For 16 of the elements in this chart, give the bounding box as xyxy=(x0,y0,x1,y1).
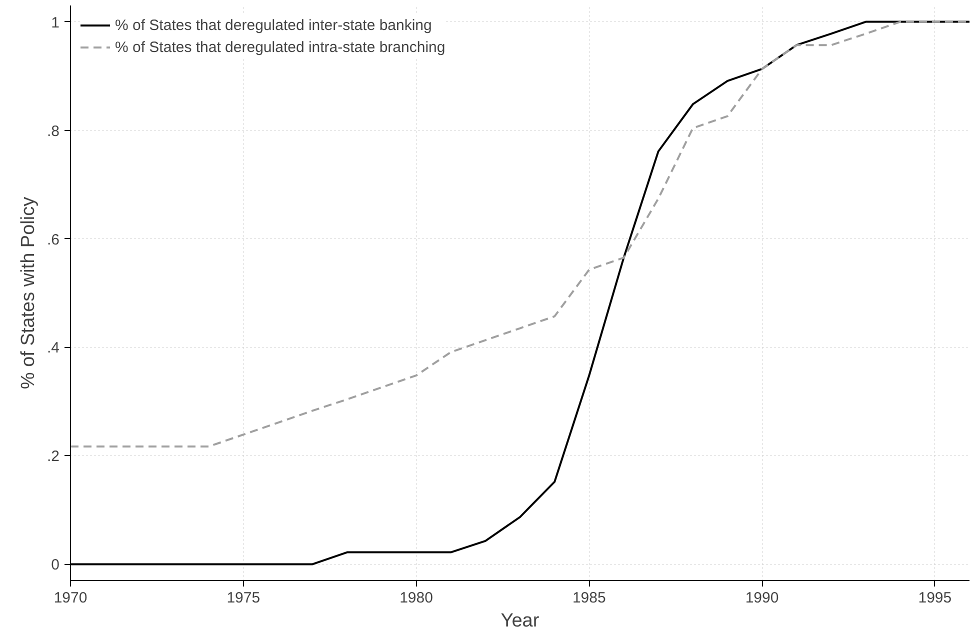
y-tick-label: 0 xyxy=(51,556,60,574)
y-axis-title: % of States with Policy xyxy=(18,196,39,390)
y-tick-label: .2 xyxy=(46,448,60,466)
y-tick-label: .6 xyxy=(46,231,60,248)
y-tick-label: 1 xyxy=(51,14,60,32)
legend-label: % of States that deregulated intra-state branching xyxy=(115,38,446,56)
x-tick-label: 1995 xyxy=(918,590,952,606)
x-tick-label: 1980 xyxy=(400,590,433,606)
legend-label: % of States that deregulated inter-state banking xyxy=(115,16,432,34)
x-tick-label: 1975 xyxy=(226,590,260,606)
x-tick-label: 1970 xyxy=(54,590,88,606)
x-axis-title: Year xyxy=(500,610,540,632)
x-tick-label: 1985 xyxy=(572,590,606,606)
x-tick-label: 1990 xyxy=(745,590,779,606)
y-tick-label: .4 xyxy=(46,340,60,357)
y-tick-label: .8 xyxy=(46,122,60,140)
